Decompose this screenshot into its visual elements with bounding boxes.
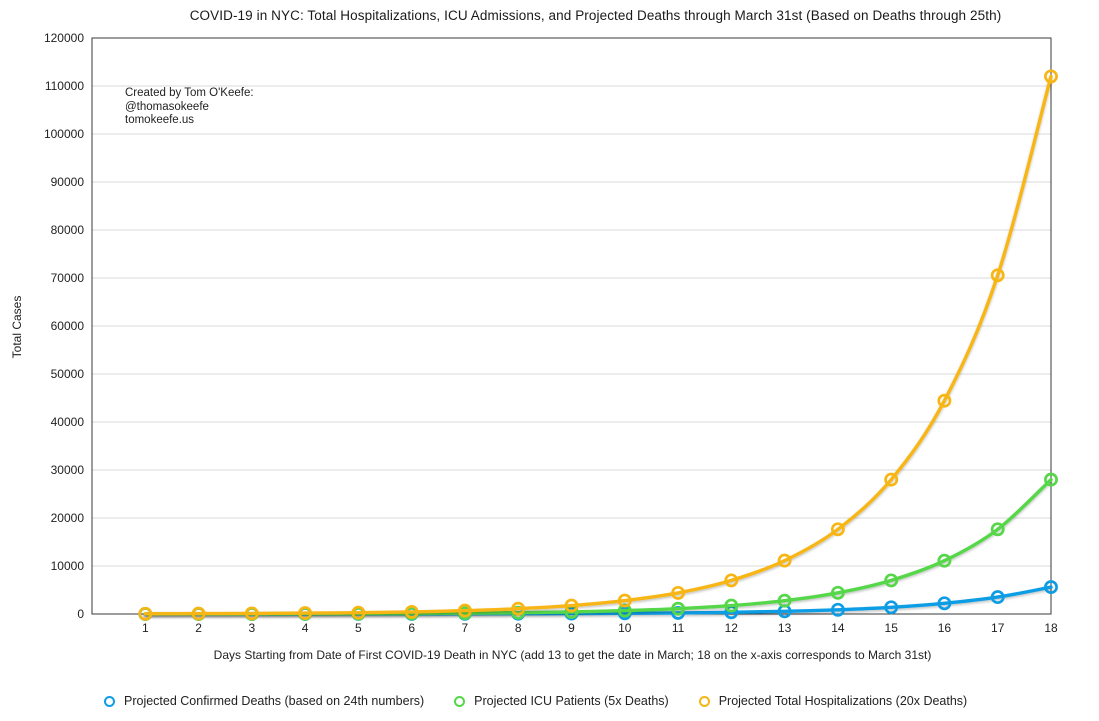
legend-label-deaths: Projected Confirmed Deaths (based on 24t… [124,694,425,708]
y-tick-label: 80000 [51,223,85,237]
legend-item-deaths: Projected Confirmed Deaths (based on 24t… [104,694,424,708]
y-tick-label: 90000 [51,175,85,189]
legend-label-hospitalizations: Projected Total Hospitalizations (20x De… [718,694,968,708]
deaths-series-marker-icon [104,695,115,707]
x-tick-label: 4 [302,621,309,635]
data-point-marker [830,522,845,537]
data-point-marker [724,598,739,613]
data-point-marker [298,606,313,621]
y-tick-label: 110000 [45,79,84,93]
data-point-marker [990,590,1005,605]
data-point-marker [244,606,259,621]
x-tick-label: 6 [408,621,415,635]
plot-area: 0 10000 20000 30000 40000 50000 60000 70000 8000… [44,31,1058,635]
x-tick-label: 14 [831,621,845,635]
y-tick-label: 20000 [51,511,85,525]
y-tick-label: 10000 [51,559,85,573]
data-point-marker [724,573,739,588]
data-point-marker [1044,472,1058,487]
data-point-marker [457,603,472,618]
y-tick-label: 50000 [51,367,85,381]
x-tick-label: 12 [725,621,739,635]
annotation-line-2: @thomasokeefe [125,100,209,113]
legend: Projected Confirmed Deaths (based on 24t… [104,694,967,708]
data-point-marker [830,602,845,617]
x-tick-label: 16 [938,621,952,635]
data-point-marker [937,596,952,611]
legend-item-hospitalizations: Projected Total Hospitalizations (20x De… [698,694,968,708]
x-tick-label: 3 [248,621,255,635]
legend-label-icu: Projected ICU Patients (5x Deaths) [474,694,669,708]
data-point-marker [830,585,845,600]
x-tick-label: 11 [672,621,685,635]
x-tick-label: 15 [885,621,899,635]
data-point-marker [884,472,899,487]
series-line-2 [143,74,1053,616]
y-tick-label: 120000 [44,31,84,45]
data-point-marker [511,601,526,616]
hospitalizations-series-marker-icon [698,695,710,707]
y-tick-label: 70000 [51,271,85,285]
y-tick-label: 40000 [51,415,85,429]
data-point-marker [1044,580,1058,595]
data-point-marker [138,606,153,621]
data-point-marker [884,573,899,588]
x-tick-label: 7 [462,621,469,635]
x-tick-label: 9 [568,621,575,635]
data-point-marker [937,553,952,568]
x-tick-label: 8 [515,621,522,635]
data-point-marker [564,598,579,613]
data-point-marker [671,585,686,600]
y-tick-label: 30000 [51,463,85,477]
chart-title: COVID-19 in NYC: Total Hospitalizations,… [189,8,1002,23]
x-axis-title: Days Starting from Date of First COVID-1… [213,648,932,662]
data-point-marker [191,606,206,621]
legend-item-icu: Projected ICU Patients (5x Deaths) [454,694,669,708]
x-tick-label: 2 [195,621,202,635]
y-tick-label: 0 [77,607,84,621]
x-tick-label: 5 [355,621,362,635]
annotation-line-3: tomokeefe.us [125,114,195,126]
data-point-marker [990,268,1005,283]
data-point-marker [617,593,632,608]
x-tick-label: 18 [1044,621,1058,635]
credit-annotation: Created by Tom O'Keefe: @thomasokeefe to… [125,87,254,128]
x-tick-label: 1 [142,621,149,635]
data-point-marker [671,601,686,616]
series-line-1 [143,477,1053,616]
y-tick-label: 60000 [51,319,85,333]
icu-series-marker-icon [454,695,466,707]
data-point-marker [1044,69,1058,84]
x-tick-label: 10 [618,621,632,635]
data-point-marker [777,593,792,608]
x-tick-label: 17 [991,621,1005,635]
data-point-marker [884,600,899,615]
annotation-line-1: Created by Tom O'Keefe: [125,87,254,99]
data-point-marker [990,522,1005,537]
x-tick-label: 13 [778,621,792,635]
data-point-marker [351,605,366,620]
y-tick-label: 100000 [44,127,84,141]
data-point-marker [404,604,419,619]
data-point-marker [777,553,792,568]
data-point-marker [937,393,952,408]
